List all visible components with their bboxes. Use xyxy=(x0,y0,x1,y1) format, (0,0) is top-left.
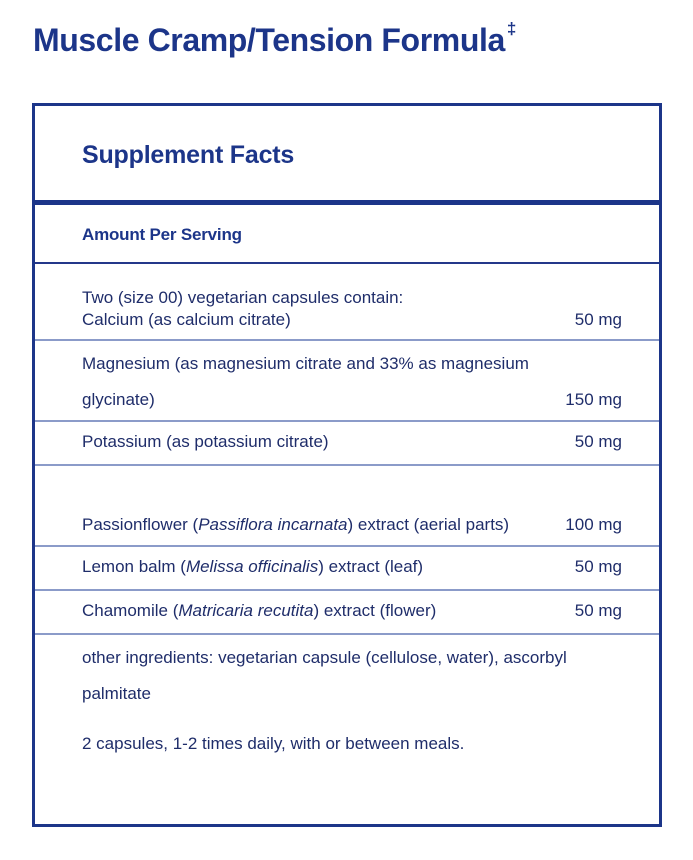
ingredient-row: Lemon balm (Melissa officinalis) extract… xyxy=(35,547,659,591)
facts-body: Two (size 00) vegetarian capsules contai… xyxy=(35,264,659,762)
facts-heading: Supplement Facts xyxy=(82,141,295,169)
ingredient-row: Chamomile (Matricaria recutita) extract … xyxy=(35,591,659,635)
ingredient-row: Calcium (as calcium citrate) 50 mg xyxy=(35,307,659,341)
ingredient-name: Calcium (as calcium citrate) xyxy=(82,310,291,329)
product-title: Muscle Cramp/Tension Formula ‡ xyxy=(33,19,516,59)
ingredient-name: Magnesium (as magnesium citrate and 33% … xyxy=(82,354,529,409)
ingredient-name: Lemon balm (Melissa officinalis) extract… xyxy=(82,557,424,576)
other-ingredients: other ingredients: vegetarian capsule (c… xyxy=(82,648,567,703)
ingredient-amount: 100 mg xyxy=(565,515,622,534)
supplement-facts-panel: Supplement Facts Amount Per Serving Two … xyxy=(32,103,662,827)
double-dagger-mark: ‡ xyxy=(506,19,516,39)
ingredient-name: Chamomile (Matricaria recutita) extract … xyxy=(82,601,437,620)
ingredient-amount: 50 mg xyxy=(574,557,622,576)
botanical-name: Matricaria recutita xyxy=(178,601,314,620)
ingredient-row: Passionflower (Passiflora incarnata) ext… xyxy=(35,466,659,547)
ingredient-row: Magnesium (as magnesium citrate and 33% … xyxy=(35,341,659,422)
amount-per-serving-label: Amount Per Serving xyxy=(82,225,242,244)
facts-header: Supplement Facts xyxy=(35,106,659,205)
ingredient-name: Potassium (as potassium citrate) xyxy=(82,432,329,451)
botanical-name: Passiflora incarnata xyxy=(198,515,348,534)
amount-per-serving-header: Amount Per Serving xyxy=(35,205,659,264)
directions: 2 capsules, 1-2 times daily, with or bet… xyxy=(82,734,465,753)
ingredient-amount: 150 mg xyxy=(565,390,622,409)
ingredient-name: Passionflower (Passiflora incarnata) ext… xyxy=(82,515,510,534)
botanical-name: Melissa officinalis xyxy=(185,557,319,576)
ingredient-row: Potassium (as potassium citrate) 50 mg xyxy=(35,422,659,466)
ingredient-amount: 50 mg xyxy=(574,601,622,620)
ingredient-amount: 50 mg xyxy=(574,432,622,451)
serving-size: Two (size 00) vegetarian capsules contai… xyxy=(82,288,404,307)
ingredient-amount: 50 mg xyxy=(574,310,622,329)
product-title-text: Muscle Cramp/Tension Formula xyxy=(33,22,505,58)
